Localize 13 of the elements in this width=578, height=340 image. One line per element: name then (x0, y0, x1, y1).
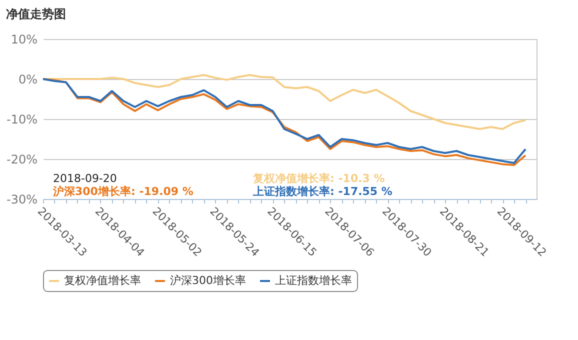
annotation: 2018-09-20 (53, 172, 117, 185)
y-tick-label: -20% (6, 152, 38, 166)
y-tick-label: 10% (10, 32, 38, 46)
annotation: 复权净值增长率: -10.3 % (252, 172, 385, 185)
legend-label: 沪深300增长率 (170, 274, 246, 287)
y-tick-label: -30% (6, 192, 38, 206)
chart-title: 净值走势图 (6, 7, 66, 21)
legend-label: 上证指数增长率 (275, 274, 352, 287)
annotation: 沪深300增长率: -19.09 % (52, 185, 194, 198)
y-tick-label: 0% (18, 72, 38, 86)
y-tick-label: -10% (6, 112, 38, 126)
annotation: 上证指数增长率: -17.55 % (252, 185, 392, 198)
legend-label: 复权净值增长率 (64, 274, 141, 287)
